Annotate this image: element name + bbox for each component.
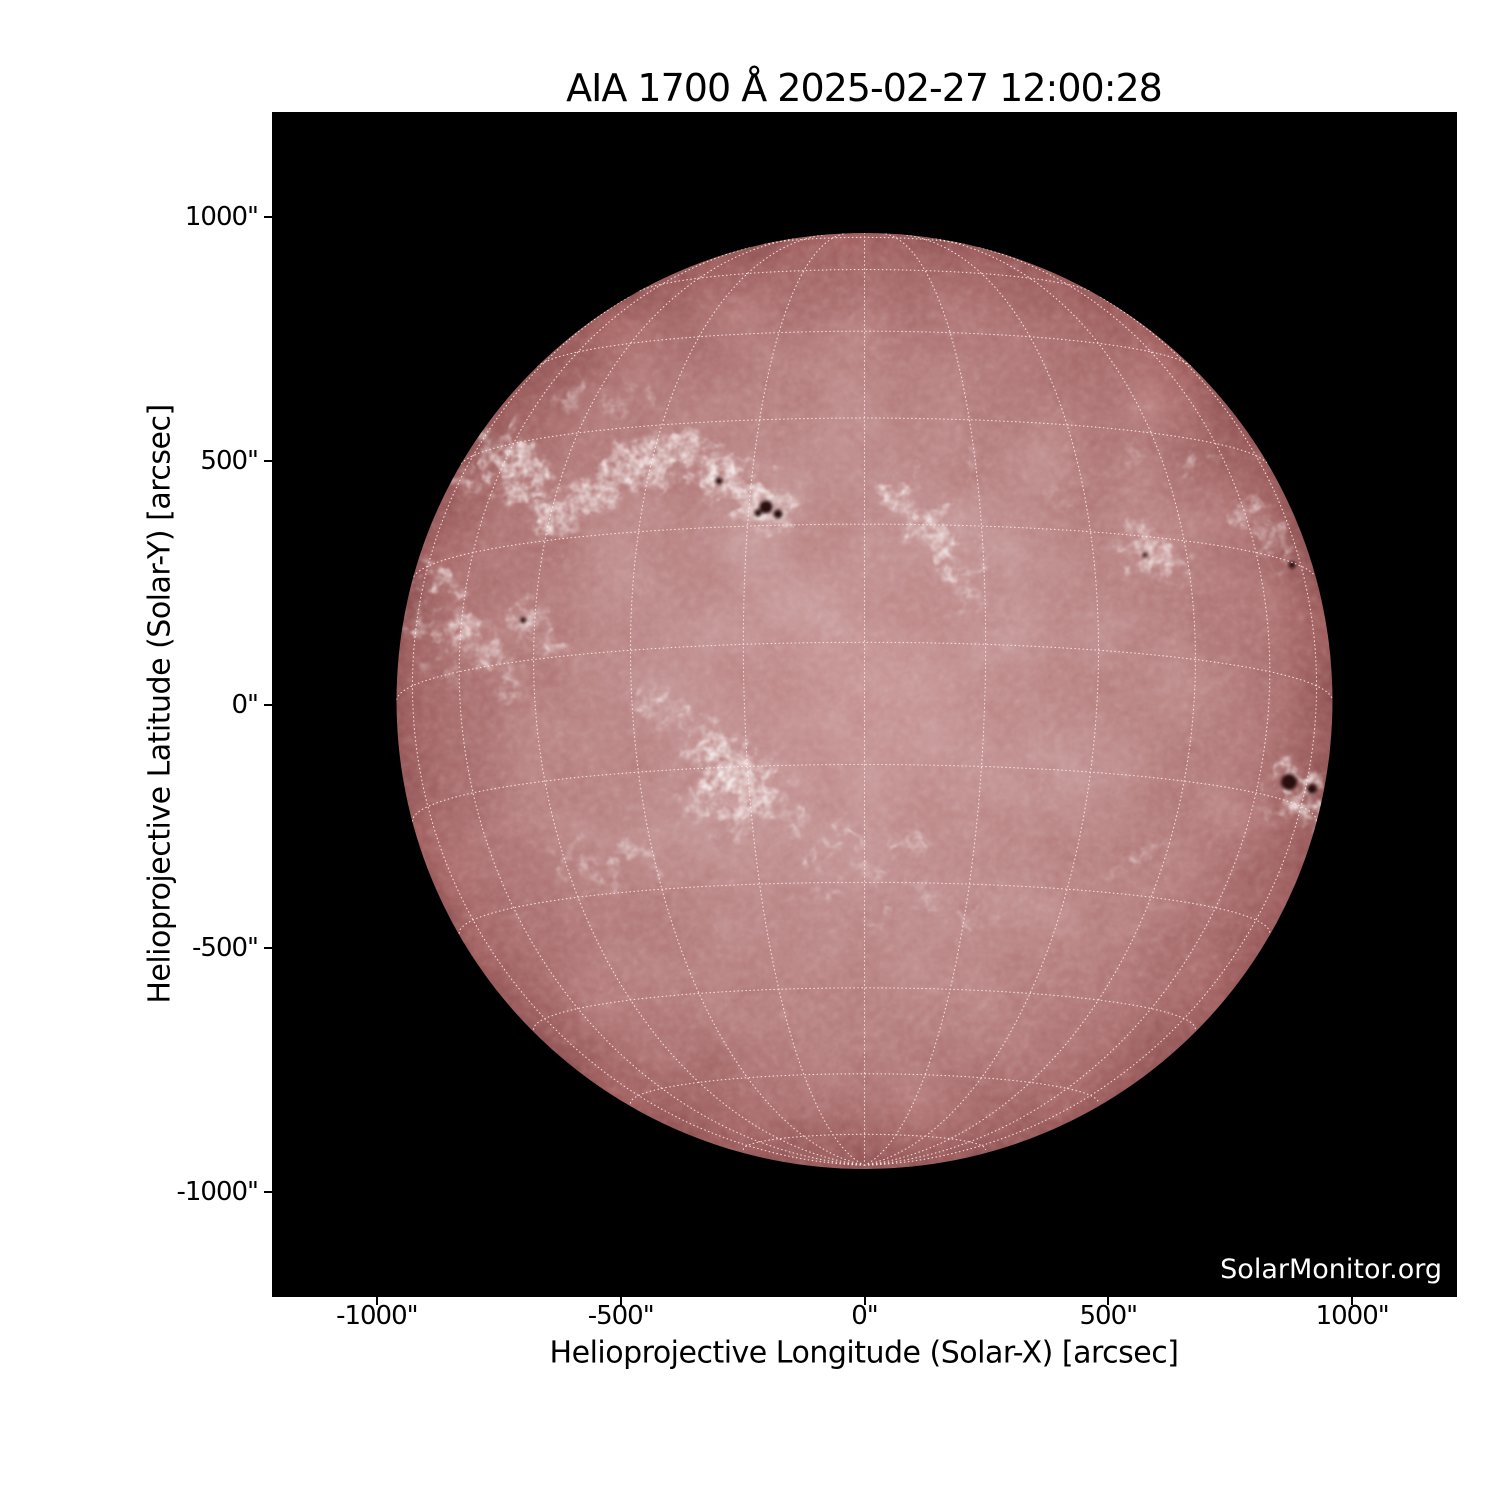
y-tick-mark [264, 703, 272, 706]
y-tick-label: 0" [231, 689, 259, 720]
plage-region [1104, 864, 1120, 880]
plage-region [1273, 548, 1291, 566]
plot-area: SolarMonitor.org [272, 112, 1457, 1297]
plage-region [874, 904, 890, 920]
plage-region [603, 398, 621, 416]
x-tick-mark [375, 1297, 378, 1305]
x-tick-mark [619, 1297, 622, 1305]
plage-region [1117, 527, 1137, 547]
plage-region [760, 760, 784, 784]
sunspot [1142, 552, 1148, 558]
plage-region [646, 691, 668, 713]
plage-region [1236, 501, 1264, 529]
plage-region [863, 863, 881, 881]
sunspot [1281, 774, 1297, 790]
plage-region [1044, 484, 1060, 500]
solar-disk-image [396, 233, 1333, 1169]
plage-region [687, 727, 723, 763]
plage-region [929, 531, 955, 557]
plage-region [810, 842, 830, 862]
y-tick-label: -1000" [176, 1177, 259, 1208]
y-tick-mark [264, 1191, 272, 1194]
sunspot [1288, 561, 1296, 569]
x-tick-label: 0" [851, 1301, 878, 1331]
plage-region [602, 450, 646, 494]
sunspot [520, 617, 526, 623]
y-tick-label: 1000" [184, 201, 259, 232]
plage-region [458, 468, 482, 492]
plage-region [409, 614, 435, 640]
plage-region [1130, 532, 1170, 572]
x-tick-label: -1000" [336, 1301, 419, 1331]
plage-region [1141, 841, 1159, 859]
plage-region [446, 616, 478, 648]
plage-region [553, 843, 571, 861]
plage-region [923, 893, 941, 911]
plage-region [535, 495, 579, 539]
plage-region [513, 603, 541, 631]
y-tick-mark [264, 459, 272, 462]
x-tick-label: -500" [587, 1301, 655, 1331]
plage-region [838, 821, 856, 839]
x-tick-label: 500" [1079, 1301, 1139, 1331]
x-tick-label: 1000" [1315, 1301, 1390, 1331]
plage-region [907, 505, 937, 535]
plage-region [574, 479, 610, 515]
plage-region [486, 432, 518, 464]
plage-region [719, 801, 751, 833]
plage-region [634, 384, 650, 400]
x-tick-mark [863, 1297, 866, 1305]
plage-region [1291, 786, 1323, 818]
heliographic-grid [396, 233, 1333, 1166]
x-tick-mark [1107, 1297, 1110, 1305]
plage-region [591, 867, 613, 889]
plage-region [897, 832, 917, 852]
plage-region [562, 387, 582, 407]
plage-region [782, 810, 802, 830]
plage-region [535, 630, 559, 654]
plage-regions [409, 384, 1332, 930]
disk-granulation-texture [396, 233, 1333, 1169]
plage-region [963, 589, 981, 607]
sunspot [759, 500, 773, 514]
plage-region [500, 670, 524, 694]
plage-region [706, 748, 754, 796]
sunspot [754, 509, 762, 517]
grid-lines [396, 233, 1333, 1166]
plage-region [1165, 552, 1189, 576]
plage-region [1124, 444, 1140, 460]
watermark: SolarMonitor.org [1220, 1254, 1442, 1285]
plage-region [950, 562, 974, 586]
plage-region [1272, 802, 1292, 822]
y-tick-label: 500" [200, 445, 259, 476]
x-tick-mark [1351, 1297, 1354, 1305]
plage-region [686, 786, 714, 814]
chart-title: AIA 1700 Å 2025-02-27 12:00:28 [566, 66, 1163, 110]
y-tick-mark [264, 215, 272, 218]
plage-region [637, 437, 677, 477]
plage-region [887, 484, 913, 510]
plage-region [1308, 812, 1332, 836]
plage-region [700, 454, 740, 494]
plage-region [964, 914, 980, 930]
y-tick-mark [264, 947, 272, 950]
plage-region [963, 453, 981, 471]
y-tick-label: -500" [192, 933, 259, 964]
sunspot [1307, 784, 1317, 794]
plage-region [672, 707, 692, 727]
plage-region [473, 643, 501, 671]
plage-region [437, 662, 457, 682]
x-axis-label: Helioprojective Longitude (Solar-X) [arc… [549, 1335, 1179, 1371]
sunspot [715, 477, 723, 485]
plage-region [1261, 526, 1283, 548]
plage-region [1180, 450, 1200, 470]
plage-region [627, 837, 653, 863]
plage-region [669, 429, 705, 465]
plage-region [424, 566, 456, 598]
sunspot [773, 509, 783, 519]
sunspots [520, 477, 1317, 794]
plage-region [823, 883, 841, 901]
